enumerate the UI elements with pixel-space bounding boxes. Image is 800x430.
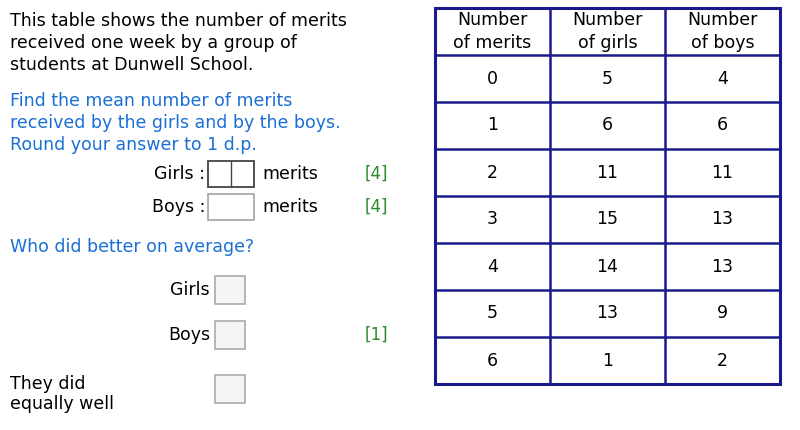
Text: 6: 6 <box>717 117 728 135</box>
Text: 0: 0 <box>487 70 498 87</box>
Text: received by the girls and by the boys.: received by the girls and by the boys. <box>10 114 341 132</box>
Text: 5: 5 <box>487 304 498 322</box>
Text: 1: 1 <box>602 351 613 369</box>
FancyBboxPatch shape <box>435 8 780 384</box>
Text: merits: merits <box>262 165 318 183</box>
Text: merits: merits <box>262 198 318 216</box>
Text: [1]: [1] <box>365 326 389 344</box>
Text: received one week by a group of: received one week by a group of <box>10 34 297 52</box>
FancyBboxPatch shape <box>215 321 245 349</box>
Text: 15: 15 <box>597 211 618 228</box>
Text: Round your answer to 1 d.p.: Round your answer to 1 d.p. <box>10 136 257 154</box>
Text: 2: 2 <box>717 351 728 369</box>
Text: 1: 1 <box>487 117 498 135</box>
Text: 3: 3 <box>487 211 498 228</box>
Text: 13: 13 <box>597 304 618 322</box>
Text: 13: 13 <box>711 211 734 228</box>
Text: students at Dunwell School.: students at Dunwell School. <box>10 56 254 74</box>
Text: 14: 14 <box>597 258 618 276</box>
FancyBboxPatch shape <box>215 375 245 403</box>
Text: [4]: [4] <box>365 198 389 216</box>
Text: This table shows the number of merits: This table shows the number of merits <box>10 12 347 30</box>
Text: 2: 2 <box>487 163 498 181</box>
Text: Number
of boys: Number of boys <box>687 12 758 52</box>
Text: 9: 9 <box>717 304 728 322</box>
Text: Boys :: Boys : <box>152 198 205 216</box>
Text: [4]: [4] <box>365 165 389 183</box>
Text: equally well: equally well <box>10 395 114 413</box>
Text: 6: 6 <box>487 351 498 369</box>
Text: 11: 11 <box>711 163 734 181</box>
Text: Number
of girls: Number of girls <box>572 12 642 52</box>
Text: Boys: Boys <box>168 326 210 344</box>
Text: Find the mean number of merits: Find the mean number of merits <box>10 92 292 110</box>
Text: Girls :: Girls : <box>154 165 205 183</box>
Text: 4: 4 <box>717 70 728 87</box>
Text: Who did better on average?: Who did better on average? <box>10 238 254 256</box>
Text: 4: 4 <box>487 258 498 276</box>
Text: 6: 6 <box>602 117 613 135</box>
Text: Number
of merits: Number of merits <box>454 12 532 52</box>
Text: 11: 11 <box>597 163 618 181</box>
Text: 13: 13 <box>711 258 734 276</box>
FancyBboxPatch shape <box>208 161 254 187</box>
Text: 5: 5 <box>602 70 613 87</box>
Text: They did: They did <box>10 375 86 393</box>
FancyBboxPatch shape <box>215 276 245 304</box>
FancyBboxPatch shape <box>208 194 254 220</box>
Text: Girls: Girls <box>170 281 210 299</box>
